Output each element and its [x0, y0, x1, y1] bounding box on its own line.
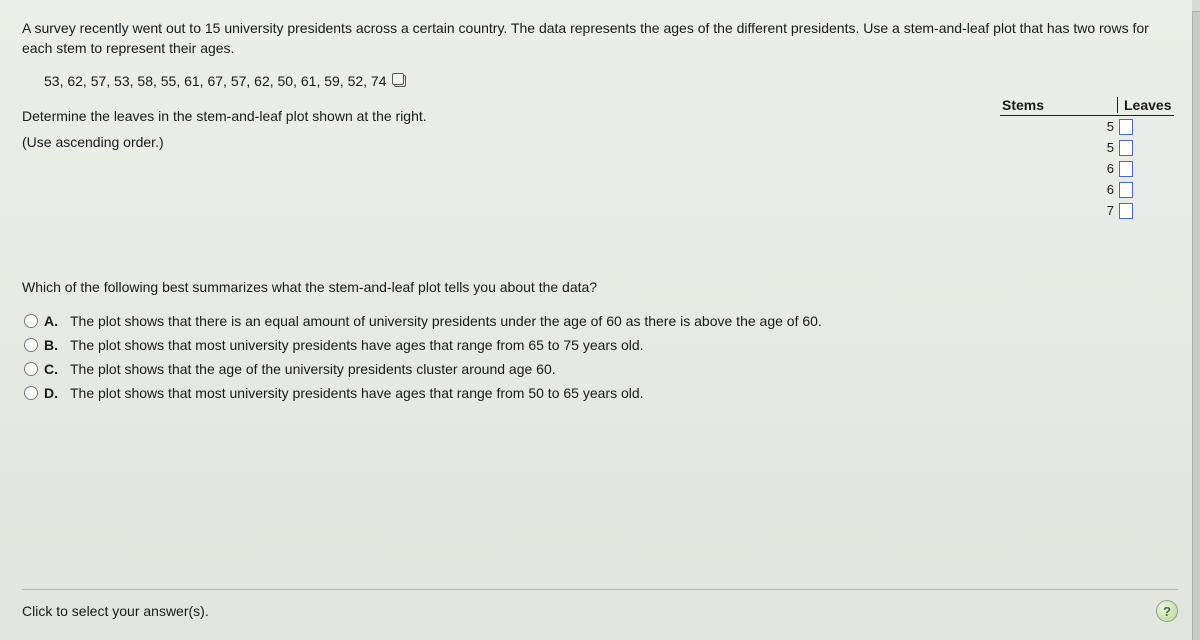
stem-cell: 5: [1000, 140, 1118, 155]
option-letter: A.: [44, 313, 62, 329]
copy-data-icon[interactable]: [394, 75, 406, 87]
question-panel: A survey recently went out to 15 univers…: [0, 0, 1200, 640]
radio-c[interactable]: [24, 362, 38, 376]
stem-leaf-row: 5: [1000, 137, 1174, 158]
instruction-2: (Use ascending order.): [22, 129, 1000, 156]
leaf-input-6a[interactable]: [1119, 161, 1133, 177]
scroll-up-button[interactable]: [1192, 0, 1200, 12]
option-a[interactable]: A. The plot shows that there is an equal…: [24, 313, 1178, 329]
leaf-cell: [1118, 118, 1174, 135]
stem-leaf-row: 6: [1000, 158, 1174, 179]
stem-cell: 6: [1000, 182, 1118, 197]
option-text: The plot shows that there is an equal am…: [70, 313, 822, 329]
footer-bar: Click to select your answer(s). ?: [22, 589, 1178, 622]
option-b[interactable]: B. The plot shows that most university p…: [24, 337, 1178, 353]
header-stems: Stems: [1000, 97, 1118, 113]
content-area: A survey recently went out to 15 univers…: [0, 0, 1200, 401]
option-text: The plot shows that most university pres…: [70, 385, 644, 401]
option-letter: D.: [44, 385, 62, 401]
instruction-1: Determine the leaves in the stem-and-lea…: [22, 103, 1000, 130]
radio-b[interactable]: [24, 338, 38, 352]
option-letter: B.: [44, 337, 62, 353]
options-list: A. The plot shows that there is an equal…: [22, 313, 1178, 401]
option-d[interactable]: D. The plot shows that most university p…: [24, 385, 1178, 401]
header-leaves: Leaves: [1118, 97, 1174, 113]
option-text: The plot shows that most university pres…: [70, 337, 644, 353]
option-letter: C.: [44, 361, 62, 377]
mid-row: Determine the leaves in the stem-and-lea…: [22, 103, 1178, 221]
stem-leaf-row: 5: [1000, 116, 1174, 137]
leaf-cell: [1118, 202, 1174, 219]
instructions: Determine the leaves in the stem-and-lea…: [22, 103, 1000, 156]
stem-leaf-table: Stems Leaves 5 5 6: [1000, 97, 1174, 221]
help-button[interactable]: ?: [1156, 600, 1178, 622]
stem-cell: 5: [1000, 119, 1118, 134]
option-text: The plot shows that the age of the unive…: [70, 361, 556, 377]
leaf-cell: [1118, 139, 1174, 156]
data-row: 53, 62, 57, 53, 58, 55, 61, 67, 57, 62, …: [22, 73, 1178, 89]
leaf-input-5b[interactable]: [1119, 140, 1133, 156]
question-intro: A survey recently went out to 15 univers…: [22, 18, 1178, 59]
stem-leaf-row: 7: [1000, 200, 1174, 221]
footer-hint: Click to select your answer(s).: [22, 603, 209, 619]
scrollbar-track[interactable]: [1192, 0, 1200, 640]
option-c[interactable]: C. The plot shows that the age of the un…: [24, 361, 1178, 377]
stem-cell: 7: [1000, 203, 1118, 218]
radio-a[interactable]: [24, 314, 38, 328]
stem-leaf-header: Stems Leaves: [1000, 97, 1174, 116]
leaf-input-5a[interactable]: [1119, 119, 1133, 135]
stem-leaf-row: 6: [1000, 179, 1174, 200]
leaf-input-6b[interactable]: [1119, 182, 1133, 198]
stem-cell: 6: [1000, 161, 1118, 176]
leaf-cell: [1118, 181, 1174, 198]
data-values: 53, 62, 57, 53, 58, 55, 61, 67, 57, 62, …: [44, 73, 387, 89]
radio-d[interactable]: [24, 386, 38, 400]
question-2: Which of the following best summarizes w…: [22, 279, 1178, 295]
leaf-input-7[interactable]: [1119, 203, 1133, 219]
leaf-cell: [1118, 160, 1174, 177]
help-icon: ?: [1163, 604, 1171, 619]
